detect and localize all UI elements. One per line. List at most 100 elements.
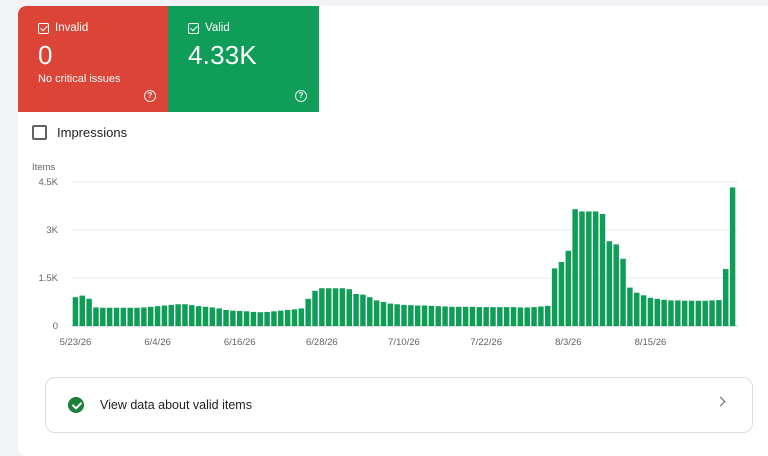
chart-bar[interactable] — [86, 298, 92, 326]
chart-bar[interactable] — [408, 305, 414, 326]
chart-bar[interactable] — [141, 307, 147, 326]
chart-bar[interactable] — [216, 308, 222, 326]
chart-bar[interactable] — [113, 307, 120, 326]
chart-bar[interactable] — [394, 304, 400, 326]
chart-bar[interactable] — [462, 306, 469, 326]
chart-bar[interactable] — [380, 302, 387, 326]
chart-bar[interactable] — [79, 295, 86, 326]
chart-bar[interactable] — [510, 307, 517, 326]
chart-bar[interactable] — [579, 211, 585, 326]
chart-bar[interactable] — [709, 300, 715, 326]
chart-bar[interactable] — [100, 307, 106, 326]
chart-bar[interactable] — [360, 294, 366, 326]
view-valid-items-row[interactable]: View data about valid items — [45, 377, 753, 433]
chart-bar[interactable] — [497, 307, 503, 326]
chart-bar[interactable] — [599, 214, 606, 326]
chart-bar[interactable] — [702, 300, 708, 326]
chart-bar[interactable] — [243, 311, 250, 326]
chart-bar[interactable] — [716, 300, 722, 326]
chart-bar[interactable] — [435, 306, 441, 326]
chart-bar[interactable] — [271, 311, 277, 326]
chart-bar[interactable] — [428, 305, 435, 326]
chart-bar[interactable] — [517, 307, 524, 326]
chart-bar[interactable] — [202, 306, 209, 326]
chart-bar[interactable] — [503, 307, 510, 326]
chart-bar[interactable] — [175, 304, 181, 326]
chart-bar[interactable] — [565, 250, 572, 326]
chart-bar[interactable] — [72, 297, 79, 326]
chart-bar[interactable] — [209, 307, 216, 326]
chart-bar[interactable] — [627, 287, 633, 326]
chart-bar[interactable] — [558, 262, 565, 326]
chart-bar[interactable] — [120, 307, 127, 326]
chart-bar[interactable] — [586, 211, 592, 326]
chart-bar[interactable] — [106, 307, 113, 326]
chart-bar[interactable] — [353, 294, 359, 326]
chart-bar[interactable] — [291, 309, 298, 326]
chart-bar[interactable] — [449, 306, 455, 326]
chart-bar[interactable] — [367, 297, 373, 326]
chart-bar[interactable] — [675, 300, 681, 326]
chart-bar[interactable] — [264, 311, 270, 326]
chart-bar[interactable] — [305, 298, 311, 326]
chart-bar[interactable] — [476, 307, 483, 326]
chart-bar[interactable] — [284, 310, 291, 326]
checkbox-checked-icon[interactable] — [38, 22, 49, 34]
chart-bar[interactable] — [312, 290, 318, 326]
chart-bar[interactable] — [339, 288, 346, 326]
chart-bar[interactable] — [442, 306, 448, 326]
chart-bar[interactable] — [524, 307, 530, 326]
chart-bar[interactable] — [373, 300, 380, 326]
chart-bar[interactable] — [545, 305, 551, 326]
invalid-tile[interactable]: Invalid 0 No critical issues ? — [18, 6, 168, 112]
chart-bar[interactable] — [456, 306, 462, 326]
chart-bar[interactable] — [182, 304, 188, 326]
chart-bar[interactable] — [93, 307, 99, 326]
chart-bar[interactable] — [688, 300, 695, 326]
chart-bar[interactable] — [278, 310, 284, 326]
chevron-right-icon[interactable] — [715, 396, 726, 407]
chart-bar[interactable] — [161, 305, 168, 326]
chart-bar[interactable] — [620, 258, 626, 326]
chart-bar[interactable] — [189, 305, 195, 326]
chart-bar[interactable] — [668, 300, 674, 326]
chart-bar[interactable] — [236, 310, 243, 326]
chart-bar[interactable] — [634, 292, 640, 326]
chart-bar[interactable] — [147, 306, 154, 326]
chart-bar[interactable] — [298, 308, 305, 326]
chart-bar[interactable] — [223, 310, 229, 326]
chart-bar[interactable] — [168, 304, 174, 326]
help-circle-icon[interactable]: ? — [295, 90, 307, 102]
chart-bar[interactable] — [319, 288, 325, 326]
chart-bar[interactable] — [414, 305, 421, 326]
chart-bar[interactable] — [592, 211, 599, 326]
help-circle-icon[interactable]: ? — [144, 90, 156, 102]
chart-bar[interactable] — [647, 297, 654, 326]
chart-bar[interactable] — [572, 209, 578, 326]
chart-bar[interactable] — [551, 268, 558, 326]
chart-bar[interactable] — [681, 300, 688, 326]
chart-bar[interactable] — [654, 298, 661, 326]
chart-bar[interactable] — [483, 307, 489, 326]
chart-bar[interactable] — [154, 306, 161, 326]
chart-bar[interactable] — [257, 312, 263, 326]
chart-bar[interactable] — [538, 306, 544, 326]
valid-tile[interactable]: Valid 4.33K ? — [168, 6, 319, 112]
chart-bar[interactable] — [613, 244, 619, 326]
impressions-toggle[interactable]: Impressions — [32, 125, 127, 140]
chart-bar[interactable] — [325, 288, 332, 326]
chart-bar[interactable] — [729, 187, 736, 326]
chart-bar[interactable] — [661, 299, 667, 326]
chart-bar[interactable] — [387, 303, 394, 326]
chart-bar[interactable] — [332, 288, 339, 326]
chart-bar[interactable] — [134, 307, 140, 326]
chart-bar[interactable] — [230, 310, 236, 326]
chart-bar[interactable] — [346, 289, 352, 326]
chart-bar[interactable] — [469, 306, 476, 326]
chart-bar[interactable] — [695, 300, 702, 326]
chart-bar[interactable] — [640, 295, 647, 326]
chart-bar[interactable] — [531, 307, 537, 326]
checkbox-checked-icon[interactable] — [188, 22, 199, 34]
chart-bar[interactable] — [127, 307, 133, 326]
chart-bar[interactable] — [722, 269, 729, 326]
